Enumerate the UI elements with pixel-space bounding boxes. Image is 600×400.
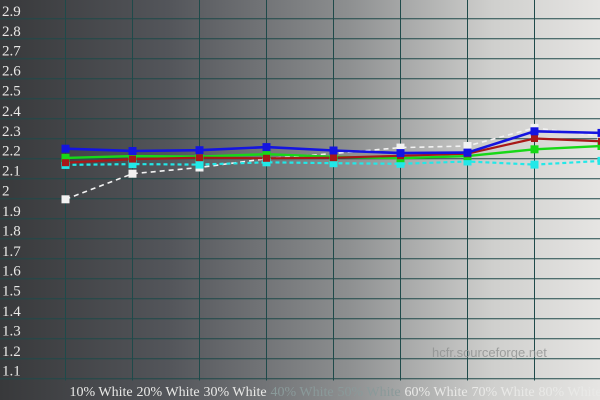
svg-text:1.7: 1.7: [2, 244, 21, 260]
svg-text:2.4: 2.4: [2, 104, 21, 120]
svg-text:1.8: 1.8: [2, 224, 21, 240]
svg-text:2.3: 2.3: [2, 124, 21, 140]
svg-text:1.6: 1.6: [2, 264, 21, 280]
svg-text:2.7: 2.7: [2, 44, 21, 60]
svg-text:2.6: 2.6: [2, 64, 21, 80]
svg-text:70% White: 70% White: [472, 385, 535, 400]
svg-text:2.8: 2.8: [2, 24, 21, 40]
svg-text:80% White: 80% White: [539, 385, 600, 400]
svg-text:1.1: 1.1: [2, 364, 21, 380]
svg-text:50% White: 50% White: [338, 385, 401, 400]
svg-text:1.3: 1.3: [2, 324, 21, 340]
svg-text:2.2: 2.2: [2, 144, 21, 160]
svg-text:2.1: 2.1: [2, 164, 21, 180]
svg-text:2.9: 2.9: [2, 4, 21, 20]
svg-text:1.9: 1.9: [2, 204, 21, 220]
svg-text:hcfr.sourceforge.net: hcfr.sourceforge.net: [432, 345, 547, 360]
svg-text:1.5: 1.5: [2, 284, 21, 300]
svg-text:2: 2: [2, 184, 10, 200]
svg-text:30% White: 30% White: [204, 385, 267, 400]
svg-text:10% White: 10% White: [70, 385, 133, 400]
svg-text:60% White: 60% White: [405, 385, 468, 400]
svg-text:1.4: 1.4: [2, 304, 21, 320]
svg-text:1.2: 1.2: [2, 344, 21, 360]
svg-text:20% White: 20% White: [137, 385, 200, 400]
svg-text:2.5: 2.5: [2, 84, 21, 100]
svg-text:40% White: 40% White: [271, 385, 334, 400]
